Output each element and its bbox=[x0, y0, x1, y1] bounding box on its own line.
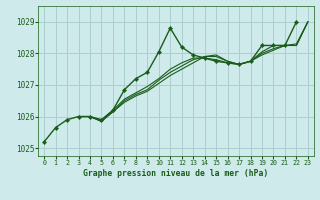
X-axis label: Graphe pression niveau de la mer (hPa): Graphe pression niveau de la mer (hPa) bbox=[84, 169, 268, 178]
